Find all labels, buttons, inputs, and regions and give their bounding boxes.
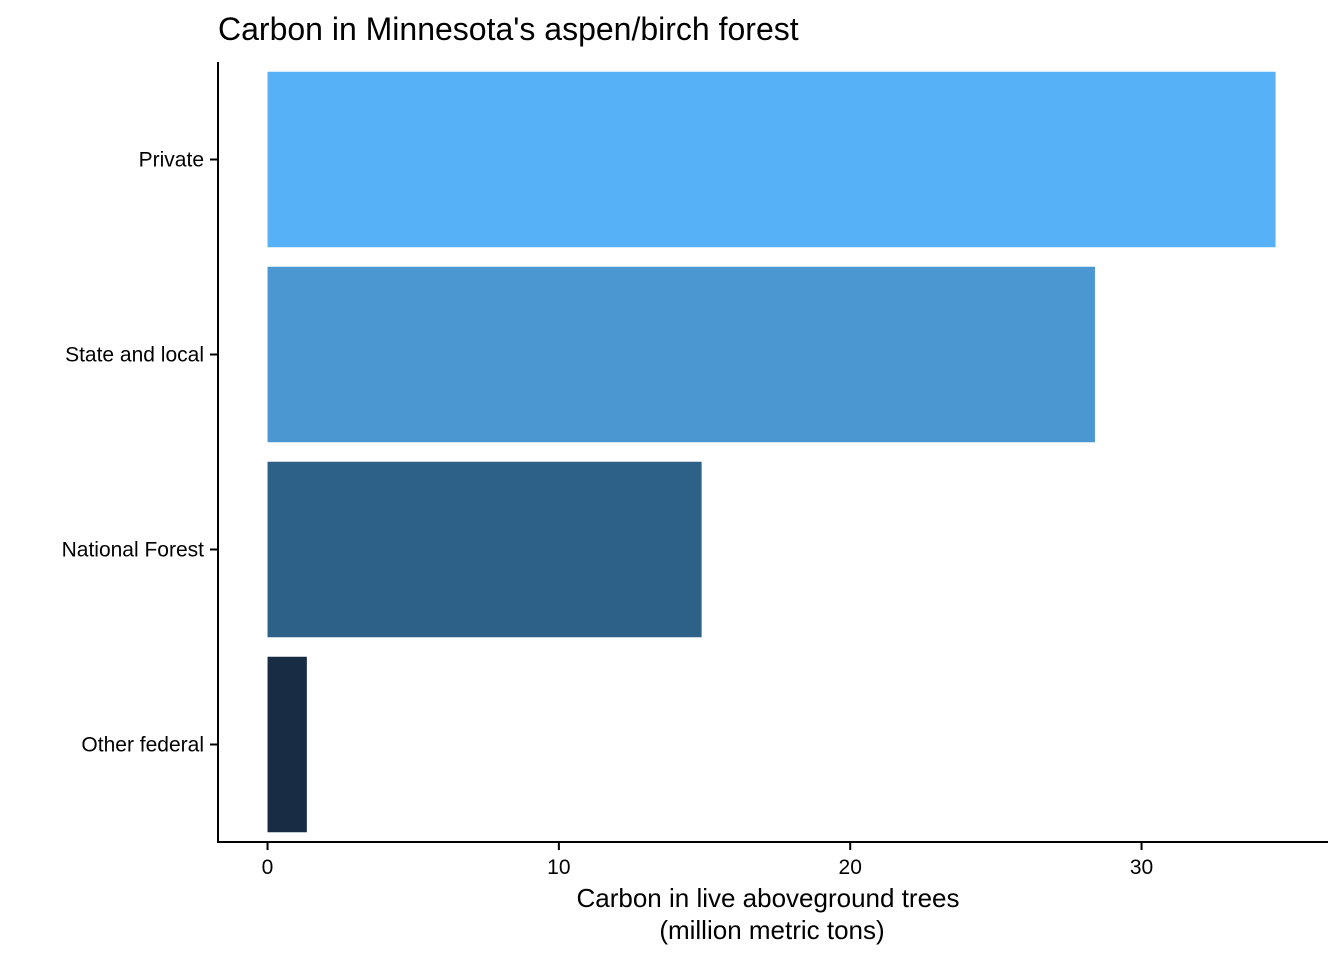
x-axis-title-line1: Carbon in live aboveground trees [576, 883, 959, 913]
y-tick-label-state-and-local: State and local [65, 344, 204, 367]
bar-state-and-local [267, 266, 1095, 443]
x-axis-ticks: 0 10 20 30 [262, 842, 1153, 879]
x-tick-label-20: 20 [839, 856, 862, 879]
x-tick-label-0: 0 [262, 856, 274, 879]
bar-national-forest [267, 461, 702, 638]
bar-other-federal [267, 656, 307, 833]
y-tick-label-private: Private [139, 149, 204, 172]
y-axis-ticks: Private State and local National Forest Oth… [62, 149, 218, 757]
y-tick-label-other-federal: Other federal [81, 734, 204, 757]
bars-group [267, 71, 1276, 833]
bar-private [267, 71, 1276, 248]
chart-title: Carbon in Minnesota's aspen/birch forest [218, 11, 799, 47]
y-tick-label-national-forest: National Forest [62, 539, 205, 562]
x-tick-label-30: 30 [1130, 856, 1153, 879]
x-axis-title-line2: (million metric tons) [659, 915, 884, 945]
x-tick-label-10: 10 [547, 856, 570, 879]
